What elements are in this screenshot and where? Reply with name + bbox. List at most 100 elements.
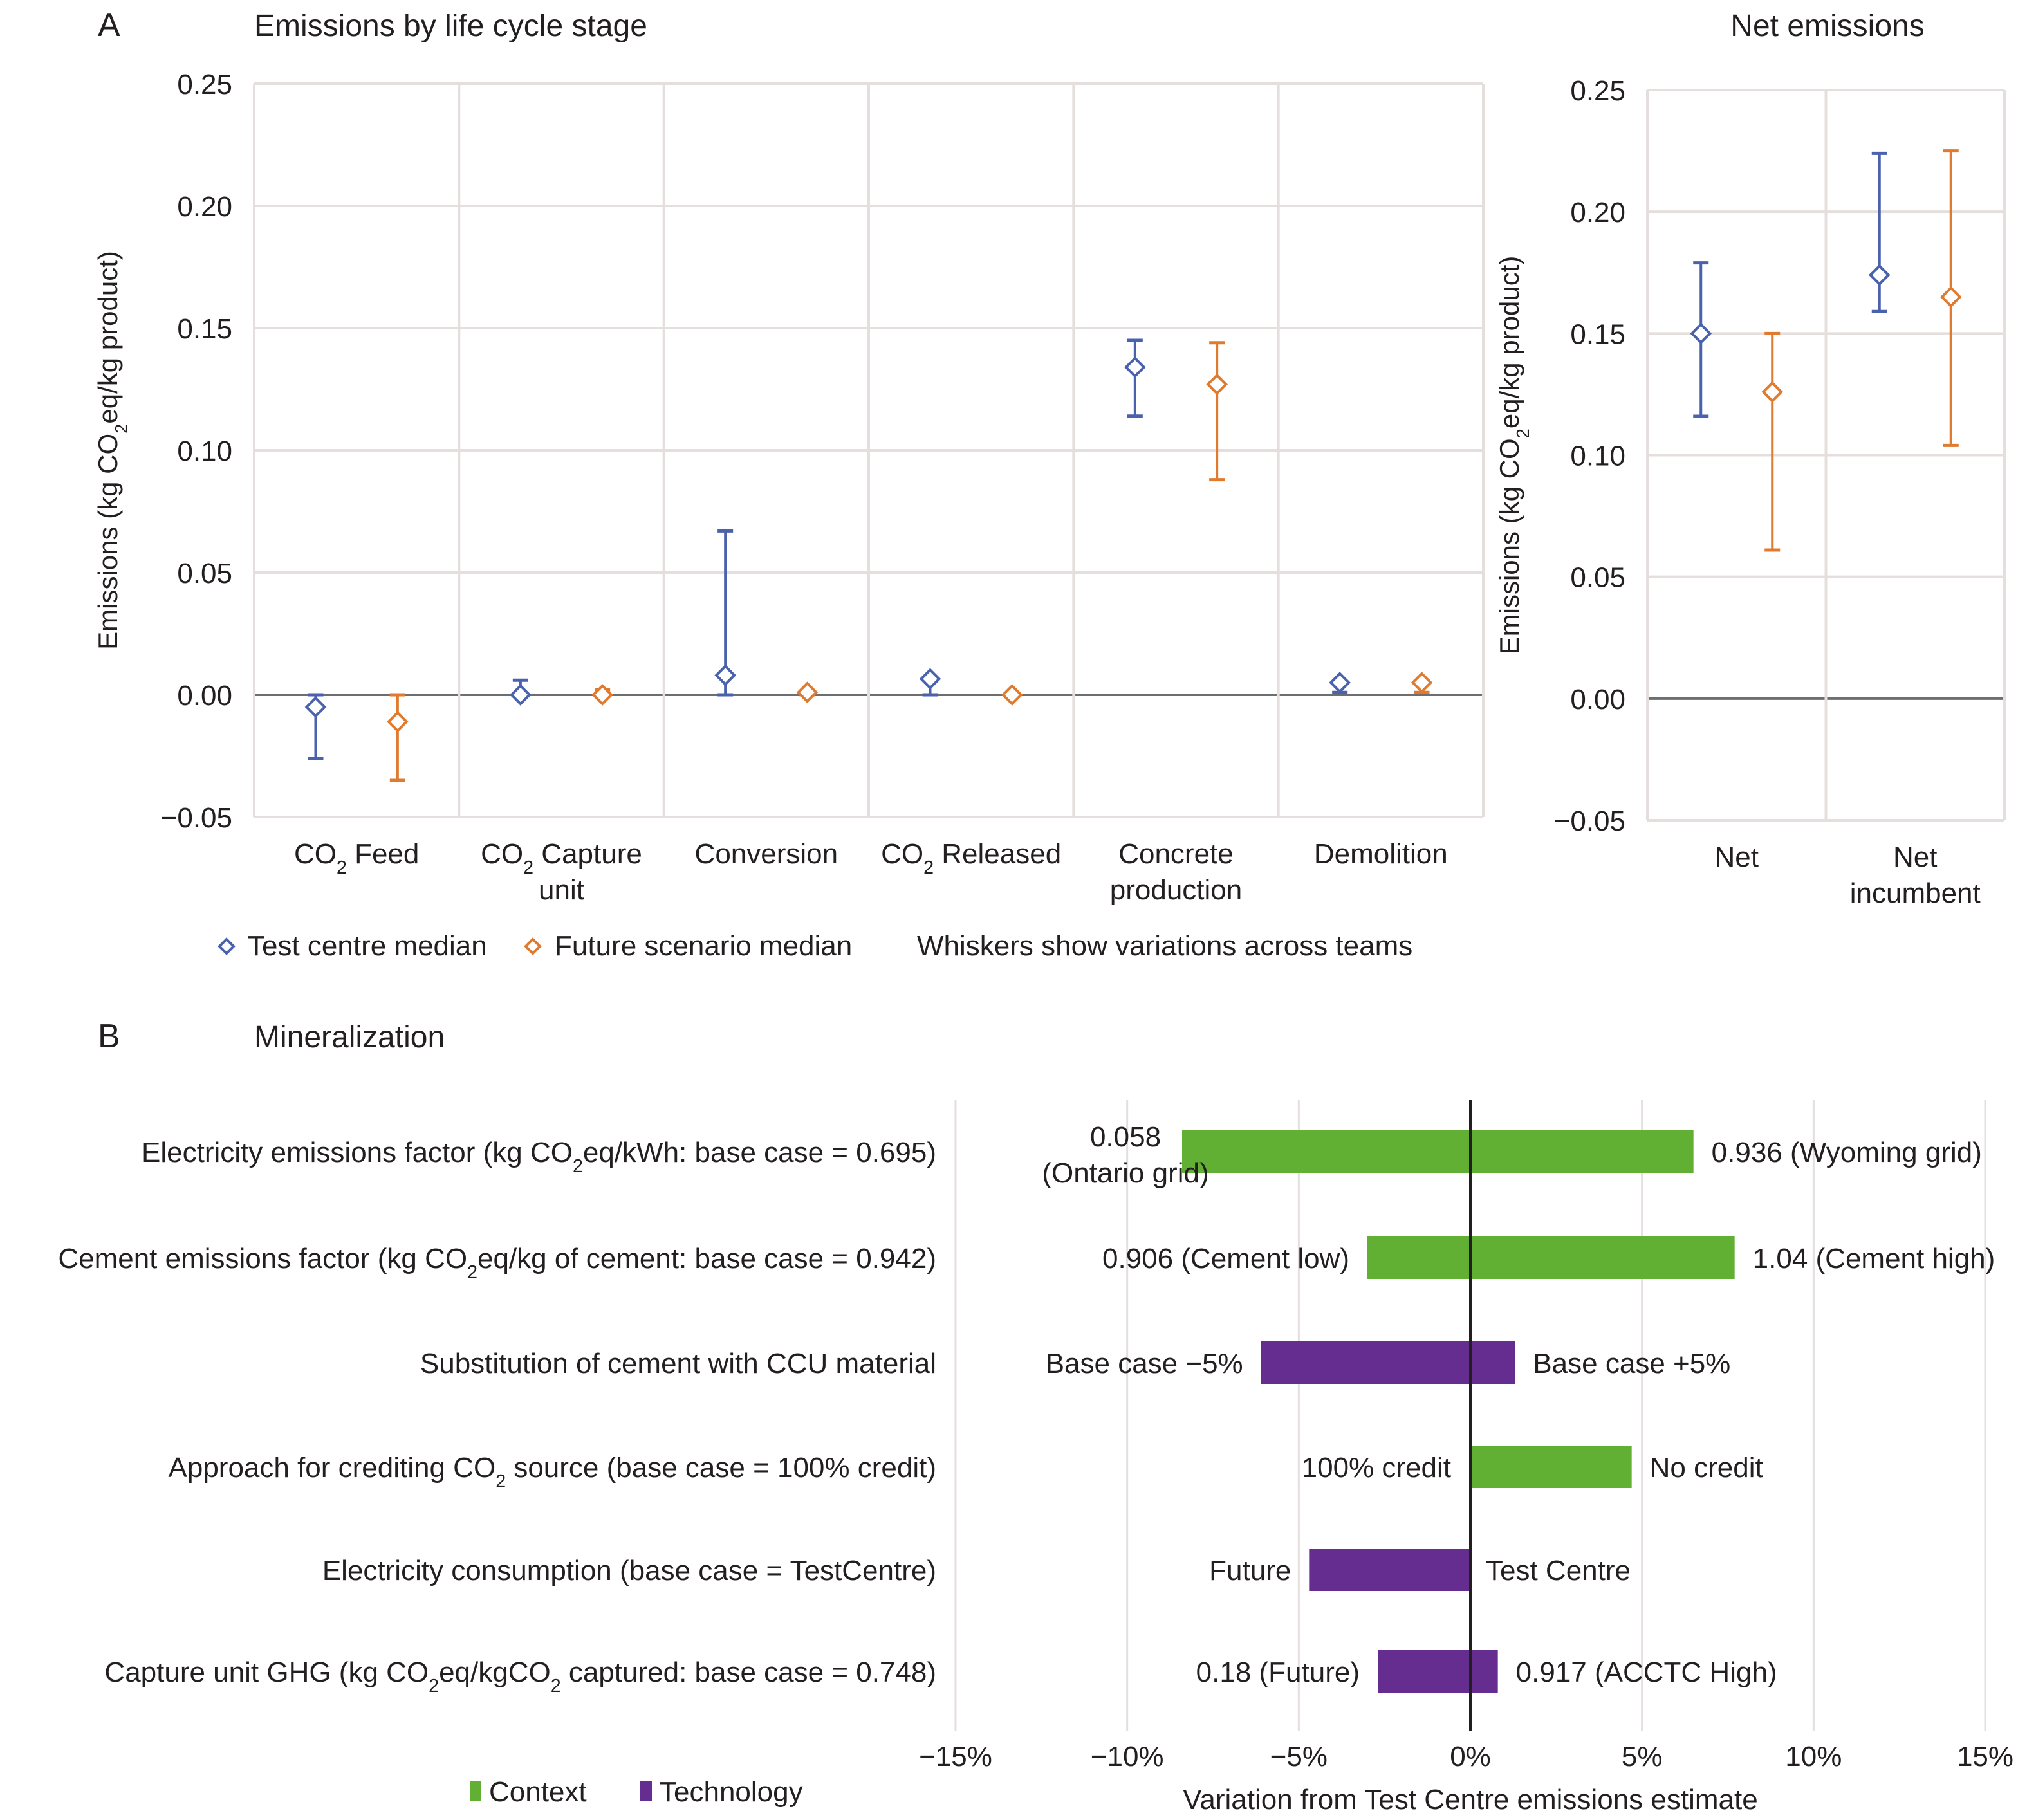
- bar-high-label: No credit: [1650, 1452, 1763, 1484]
- panel-b-letter: B: [98, 1018, 120, 1055]
- whisker-future-point: [1001, 684, 1023, 706]
- bar-high-label: 0.936 (Wyoming grid): [1712, 1137, 1982, 1168]
- median-marker: [1939, 286, 1962, 308]
- tornado-bar-context: 0.906 (Cement low) 1.04 (Cement high): [1102, 1236, 1995, 1279]
- net-emissions-chart: −0.05 0.00 0.05 0.10 0.15 0.20 0.25 Emissions (…: [1494, 75, 2006, 909]
- median-marker: [1690, 322, 1712, 345]
- y-tick-label: 0.15: [1570, 318, 1625, 350]
- bar-low-label: Future: [1209, 1555, 1291, 1586]
- y-tick-label: −0.05: [1554, 805, 1625, 837]
- legend-technology-swatch: [640, 1781, 652, 1801]
- factor-label: Approach for crediting CO2 source (base …: [169, 1452, 937, 1492]
- y-axis-label: Emissions (kg CO2eq/kg product): [93, 251, 131, 650]
- bar: [1309, 1549, 1470, 1591]
- net-panel-title: Net emissions: [1730, 9, 1924, 43]
- bar-low-label: 0.18 (Future): [1196, 1657, 1360, 1688]
- whisker-test-centre-point: [1124, 338, 1146, 418]
- bar: [1367, 1236, 1735, 1279]
- x-tick-label: 5%: [1622, 1741, 1663, 1772]
- bar-high-label: 1.04 (Cement high): [1753, 1243, 1995, 1274]
- x-tick-label: CO2 Feed: [294, 838, 419, 878]
- x-tick-label: −5%: [1270, 1741, 1328, 1772]
- bar-low-label: 0.906 (Cement low): [1102, 1243, 1349, 1274]
- whisker-test-centre-point: [1329, 672, 1351, 694]
- bar: [1378, 1650, 1498, 1693]
- legend-context-label: Context: [489, 1776, 587, 1808]
- tornado-bar-context: 0.058 (Ontario grid) 0.936 (Wyoming grid): [1042, 1121, 1981, 1189]
- x-tick-label: −15%: [919, 1741, 992, 1772]
- median-marker: [1206, 373, 1228, 396]
- y-tick-label: 0.00: [1570, 684, 1625, 715]
- y-tick-label: 0.10: [177, 436, 232, 467]
- y-tick-label: 0.20: [177, 191, 232, 223]
- x-tick-label: unit: [539, 874, 584, 906]
- y-tick-label: 0.05: [177, 558, 232, 589]
- whisker-future-point: [387, 693, 409, 782]
- x-tick-label: Conversion: [695, 838, 838, 870]
- bar: [1470, 1446, 1632, 1488]
- legend-note: Whiskers show variations across teams: [917, 930, 1412, 962]
- y-tick-label: 0.00: [177, 680, 232, 712]
- y-tick-label: 0.15: [177, 313, 232, 345]
- y-tick-label: −0.05: [161, 802, 232, 834]
- panel-a-letter: A: [98, 6, 120, 44]
- x-tick-label: incumbent: [1850, 878, 1981, 909]
- median-marker: [591, 684, 613, 706]
- bar-low-label: 100% credit: [1302, 1452, 1451, 1484]
- x-tick-label: CO2 Released: [881, 838, 1061, 878]
- panel-b-title: Mineralization: [254, 1020, 445, 1054]
- whisker-future-point: [1761, 331, 1784, 552]
- median-marker: [510, 684, 532, 706]
- bar-high-label: 0.917 (ACCTC High): [1516, 1657, 1777, 1688]
- x-tick-label: production: [1110, 874, 1242, 906]
- legend: Test centre median Future scenario median…: [218, 930, 1412, 962]
- median-marker: [919, 668, 941, 690]
- factor-label: Cement emissions factor (kg CO2eq/kg of …: [58, 1243, 936, 1283]
- median-marker: [304, 696, 327, 718]
- x-tick-label: Concrete: [1118, 838, 1234, 870]
- factor-label: Capture unit GHG (kg CO2eq/kgCO2 capture…: [104, 1657, 936, 1696]
- whisker-test-centre-point: [919, 668, 941, 697]
- median-marker: [387, 710, 409, 733]
- legend-context-swatch: [470, 1781, 481, 1801]
- whisker-future-point: [1206, 341, 1228, 482]
- x-tick-label: Net: [1715, 841, 1759, 873]
- factor-label: Substitution of cement with CCU material: [420, 1348, 936, 1379]
- x-tick-label: −10%: [1091, 1741, 1164, 1772]
- whisker-future-point: [796, 681, 819, 704]
- factor-label: Electricity consumption (base case = Tes…: [322, 1555, 936, 1586]
- y-tick-label: 0.25: [1570, 75, 1625, 107]
- legend: Context Technology: [470, 1776, 803, 1808]
- x-tick-label: 15%: [1957, 1741, 2013, 1772]
- y-tick-label: 0.05: [1570, 562, 1625, 594]
- median-marker: [1001, 684, 1023, 706]
- tornado-bar-technology: 0.18 (Future) 0.917 (ACCTC High): [1196, 1650, 1777, 1693]
- x-tick-label: CO2 Capture: [481, 838, 642, 878]
- legend-test-centre-icon: [218, 937, 236, 955]
- median-marker: [1868, 264, 1891, 286]
- whisker-test-centre-point: [714, 529, 736, 697]
- tornado-bar-technology: Future Test Centre: [1209, 1549, 1631, 1591]
- tornado-bar-technology: Base case −5% Base case +5%: [1046, 1341, 1730, 1384]
- legend-technology-label: Technology: [660, 1776, 803, 1808]
- legend-future-label: Future scenario median: [555, 930, 852, 962]
- bar-low-label: Base case −5%: [1046, 1348, 1243, 1379]
- y-tick-label: 0.20: [1570, 197, 1625, 228]
- median-marker: [796, 681, 819, 704]
- median-marker: [1761, 381, 1784, 403]
- bar-low-label: (Ontario grid): [1042, 1157, 1208, 1189]
- y-tick-label: 0.10: [1570, 441, 1625, 472]
- y-axis-label: Emissions (kg CO2eq/kg product): [1494, 256, 1533, 655]
- tornado-bar-context: 100% credit No credit: [1302, 1446, 1763, 1488]
- bar: [1261, 1341, 1515, 1384]
- x-tick-label: Demolition: [1314, 838, 1448, 870]
- median-marker: [1124, 356, 1146, 378]
- whisker-test-centre-point: [304, 693, 327, 760]
- legend-future-icon: [524, 937, 542, 955]
- median-marker: [1411, 672, 1433, 694]
- mineralization-tornado-chart: −15% −10% −5% 0% 5% 10% 15% Variation from Test…: [58, 1100, 2013, 1815]
- x-axis-label: Variation from Test Centre emissions est…: [1183, 1784, 1757, 1815]
- whisker-future-point: [591, 684, 613, 706]
- bar-high-label: Test Centre: [1486, 1555, 1631, 1586]
- whisker-future-point: [1939, 149, 1962, 447]
